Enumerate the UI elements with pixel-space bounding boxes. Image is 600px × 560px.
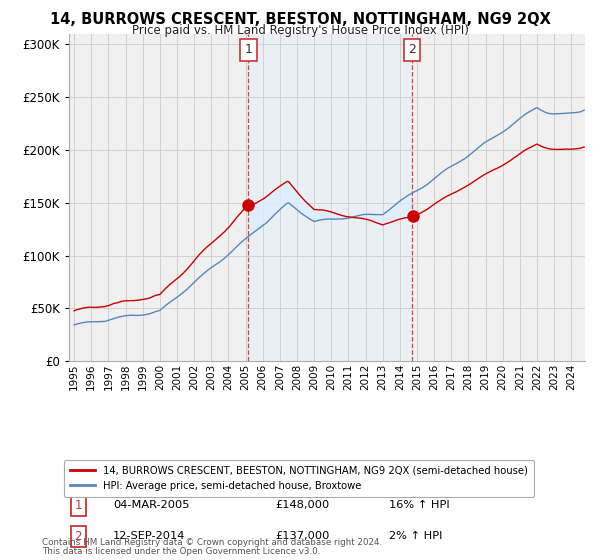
Text: 14, BURROWS CRESCENT, BEESTON, NOTTINGHAM, NG9 2QX: 14, BURROWS CRESCENT, BEESTON, NOTTINGHA… [50, 12, 550, 27]
Text: 1: 1 [245, 44, 253, 57]
Text: 04-MAR-2005: 04-MAR-2005 [113, 500, 190, 510]
Text: £137,000: £137,000 [275, 531, 330, 542]
Text: Contains HM Land Registry data © Crown copyright and database right 2024.: Contains HM Land Registry data © Crown c… [42, 539, 382, 548]
Text: 2% ↑ HPI: 2% ↑ HPI [389, 531, 442, 542]
Text: 12-SEP-2014: 12-SEP-2014 [113, 531, 185, 542]
Text: 2: 2 [408, 44, 416, 57]
Text: 2: 2 [74, 530, 82, 543]
Text: This data is licensed under the Open Government Licence v3.0.: This data is licensed under the Open Gov… [42, 548, 320, 557]
Legend: 14, BURROWS CRESCENT, BEESTON, NOTTINGHAM, NG9 2QX (semi-detached house), HPI: A: 14, BURROWS CRESCENT, BEESTON, NOTTINGHA… [64, 460, 533, 497]
Text: 1: 1 [74, 499, 82, 512]
Text: Price paid vs. HM Land Registry's House Price Index (HPI): Price paid vs. HM Land Registry's House … [131, 24, 469, 37]
Text: £148,000: £148,000 [275, 500, 329, 510]
Text: 16% ↑ HPI: 16% ↑ HPI [389, 500, 449, 510]
